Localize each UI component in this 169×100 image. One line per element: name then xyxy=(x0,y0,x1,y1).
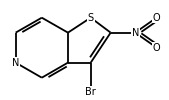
Text: O: O xyxy=(153,43,160,53)
Text: S: S xyxy=(88,13,94,23)
Text: Br: Br xyxy=(85,87,96,97)
Text: N: N xyxy=(131,28,139,38)
Text: N: N xyxy=(12,58,19,68)
Text: O: O xyxy=(153,13,160,23)
